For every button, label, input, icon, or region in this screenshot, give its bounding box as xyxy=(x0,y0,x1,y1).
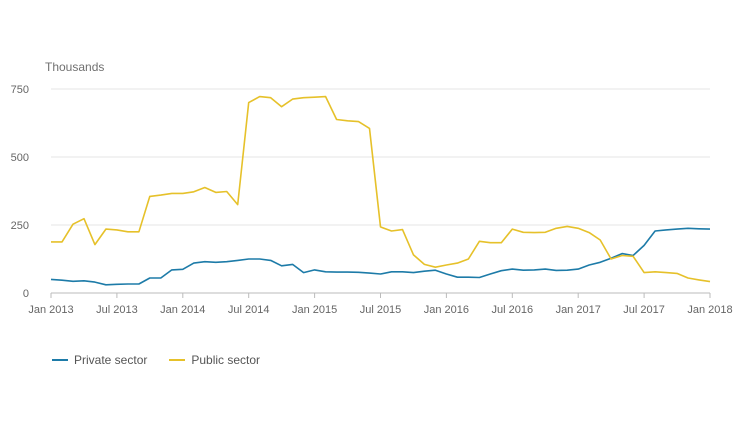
x-tick-label: Jul 2013 xyxy=(96,304,138,316)
series-lines xyxy=(50,95,711,286)
x-tick-label: Jul 2016 xyxy=(492,304,534,316)
legend-swatch-private xyxy=(52,359,68,361)
y-tick-label: 250 xyxy=(11,220,29,232)
legend: Private sector Public sector xyxy=(52,353,260,367)
x-tick-label: Jan 2015 xyxy=(292,304,337,316)
x-tick-label: Jul 2017 xyxy=(623,304,665,316)
x-tick-label: Jul 2015 xyxy=(360,304,402,316)
y-tick-labels: 0 250 500 750 xyxy=(11,84,29,300)
series-line-public-sector xyxy=(51,95,711,283)
legend-label-private: Private sector xyxy=(74,353,148,367)
x-tick-label: Jan 2018 xyxy=(687,304,732,316)
y-tick-label: 750 xyxy=(11,84,29,96)
y-tick-label: 0 xyxy=(23,288,29,300)
x-tick-label: Jan 2013 xyxy=(28,304,73,316)
x-tick-label: Jul 2014 xyxy=(228,304,270,316)
legend-label-public: Public sector xyxy=(191,353,261,367)
gridlines xyxy=(51,88,710,294)
x-tick-label: Jan 2017 xyxy=(556,304,601,316)
y-axis-label: Thousands xyxy=(45,60,104,74)
x-tick-label: Jan 2014 xyxy=(160,304,205,316)
x-axis: Jan 2013 Jul 2013 Jan 2014 Jul 2014 Jan 2015… xyxy=(28,293,733,316)
series-line-private-sector xyxy=(50,227,711,286)
legend-item-private[interactable]: Private sector xyxy=(52,353,147,367)
legend-swatch-public xyxy=(169,359,186,361)
x-tick-label: Jan 2016 xyxy=(424,304,469,316)
y-tick-label: 500 xyxy=(11,152,29,164)
legend-item-public[interactable]: Public sector xyxy=(169,353,260,367)
